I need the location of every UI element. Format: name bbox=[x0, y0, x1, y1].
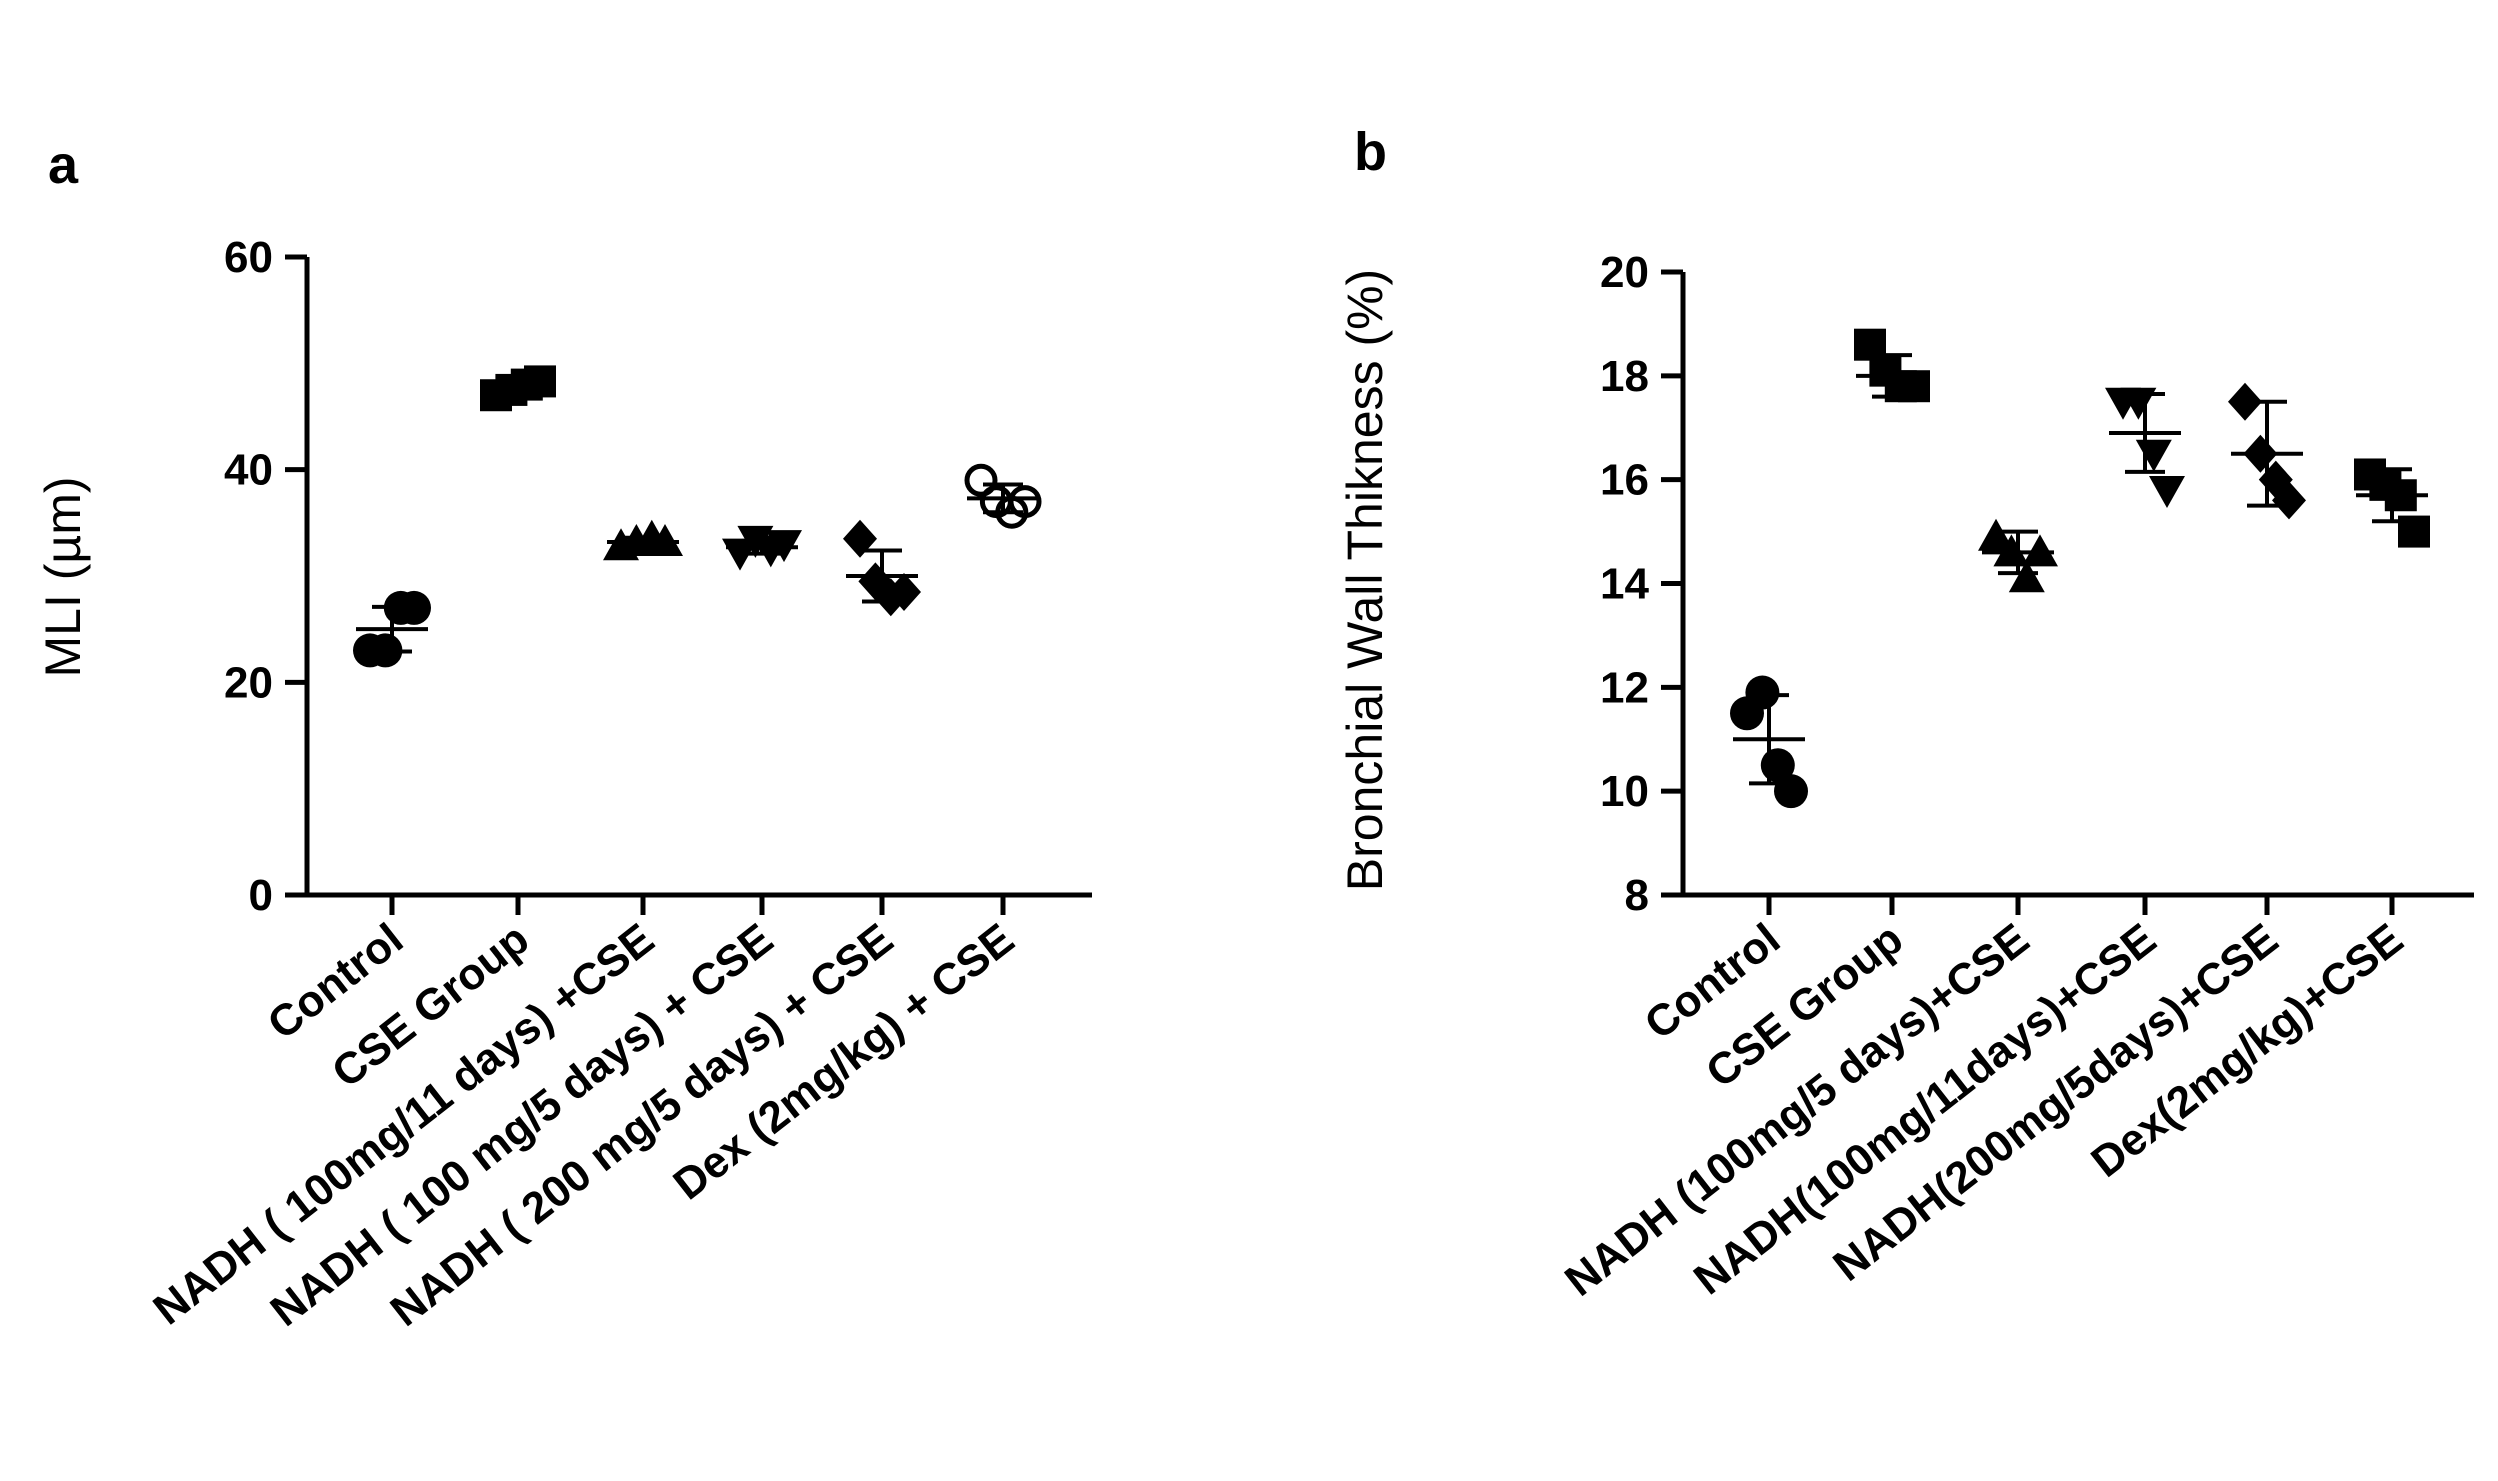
panel-b-y-tick-label: 14 bbox=[1600, 560, 1649, 609]
panel-a-y-tick-label: 20 bbox=[224, 658, 273, 707]
panel-b-y-tick-label: 10 bbox=[1600, 767, 1649, 816]
panel-a-y-tick-label: 40 bbox=[224, 446, 273, 495]
panel-b-data-point bbox=[1978, 518, 2014, 551]
panel-a-letter: a bbox=[48, 135, 79, 195]
panel-a-data-point bbox=[887, 572, 921, 611]
panel-b-marks bbox=[1730, 328, 2430, 809]
panel-b-data-point bbox=[1774, 774, 1808, 809]
panel-b-data-point bbox=[1745, 675, 1780, 710]
panel-a-y-tick-label: 60 bbox=[224, 233, 273, 282]
panel-b-data-point bbox=[1760, 748, 1795, 783]
panel-b-data-point bbox=[2149, 476, 2185, 509]
panel-b-data-point bbox=[2120, 387, 2157, 420]
panel-b-data-point bbox=[2398, 515, 2430, 548]
panel-a-data-point bbox=[397, 590, 431, 625]
panel-b-letter: b bbox=[1354, 122, 1387, 182]
panel-b-y-tick-label: 12 bbox=[1600, 663, 1649, 712]
panel-b-y-tick-label: 8 bbox=[1625, 871, 1649, 920]
panel-b-category-label: NADH (100mg/5 days)+CSE bbox=[1556, 914, 2038, 1306]
panel-a-marks bbox=[353, 365, 1042, 668]
panel-b-data-point bbox=[2272, 481, 2306, 520]
panel-a-data-point bbox=[524, 365, 556, 398]
panel-a-data-point bbox=[964, 463, 998, 497]
panel-b: b Bronchial Wall Thikness (%) 8 10 12 14 16 1… bbox=[1337, 122, 2474, 1306]
panel-b-data-point bbox=[2228, 382, 2262, 421]
panel-b-y-tick-label: 20 bbox=[1600, 248, 1649, 297]
panel-b-y-axis-label: Bronchial Wall Thikness (%) bbox=[1337, 269, 1393, 891]
panel-a-y-axis-label: MLI (µm) bbox=[35, 476, 91, 677]
panel-b-data-point bbox=[2135, 439, 2172, 472]
panel-b-data-point bbox=[2008, 560, 2045, 593]
panel-a-data-point bbox=[843, 519, 877, 558]
panel-a-data-point bbox=[737, 525, 774, 558]
panel-b-y-tick-label: 18 bbox=[1600, 352, 1649, 401]
panel-a-category-label: NADH ( 100mg/11 days) +CSE bbox=[144, 914, 663, 1334]
panel-a-data-point bbox=[368, 633, 403, 668]
panel-a-y-tick-label: 0 bbox=[249, 871, 273, 920]
panel-b-y-tick-label: 16 bbox=[1600, 456, 1649, 505]
panel-a-data-point bbox=[1008, 485, 1042, 519]
